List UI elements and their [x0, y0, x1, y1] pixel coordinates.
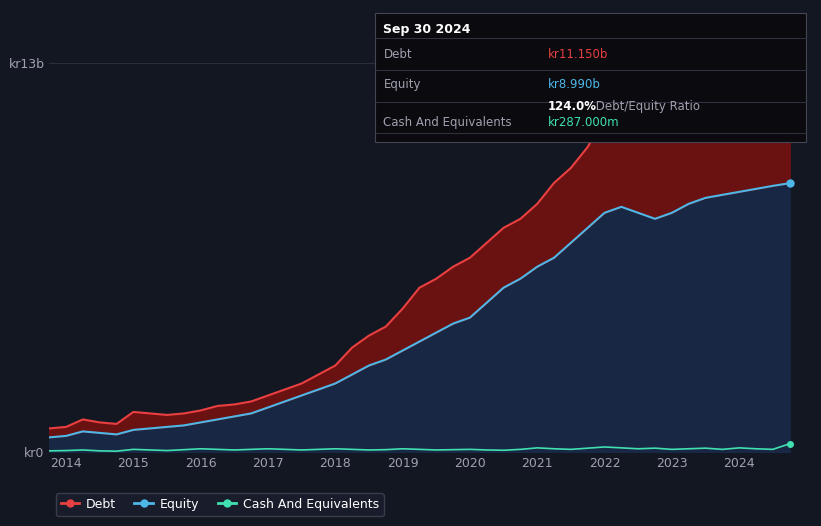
Text: Equity: Equity — [383, 78, 421, 92]
Text: kr8.990b: kr8.990b — [548, 78, 600, 92]
Text: kr11.150b: kr11.150b — [548, 48, 608, 61]
Text: Cash And Equivalents: Cash And Equivalents — [383, 116, 512, 129]
Text: kr287.000m: kr287.000m — [548, 116, 619, 129]
Text: Debt: Debt — [383, 48, 412, 61]
Text: 124.0%: 124.0% — [548, 100, 597, 114]
Text: Debt/Equity Ratio: Debt/Equity Ratio — [592, 100, 700, 114]
Legend: Debt, Equity, Cash And Equivalents: Debt, Equity, Cash And Equivalents — [56, 493, 383, 516]
Text: Sep 30 2024: Sep 30 2024 — [383, 23, 471, 36]
